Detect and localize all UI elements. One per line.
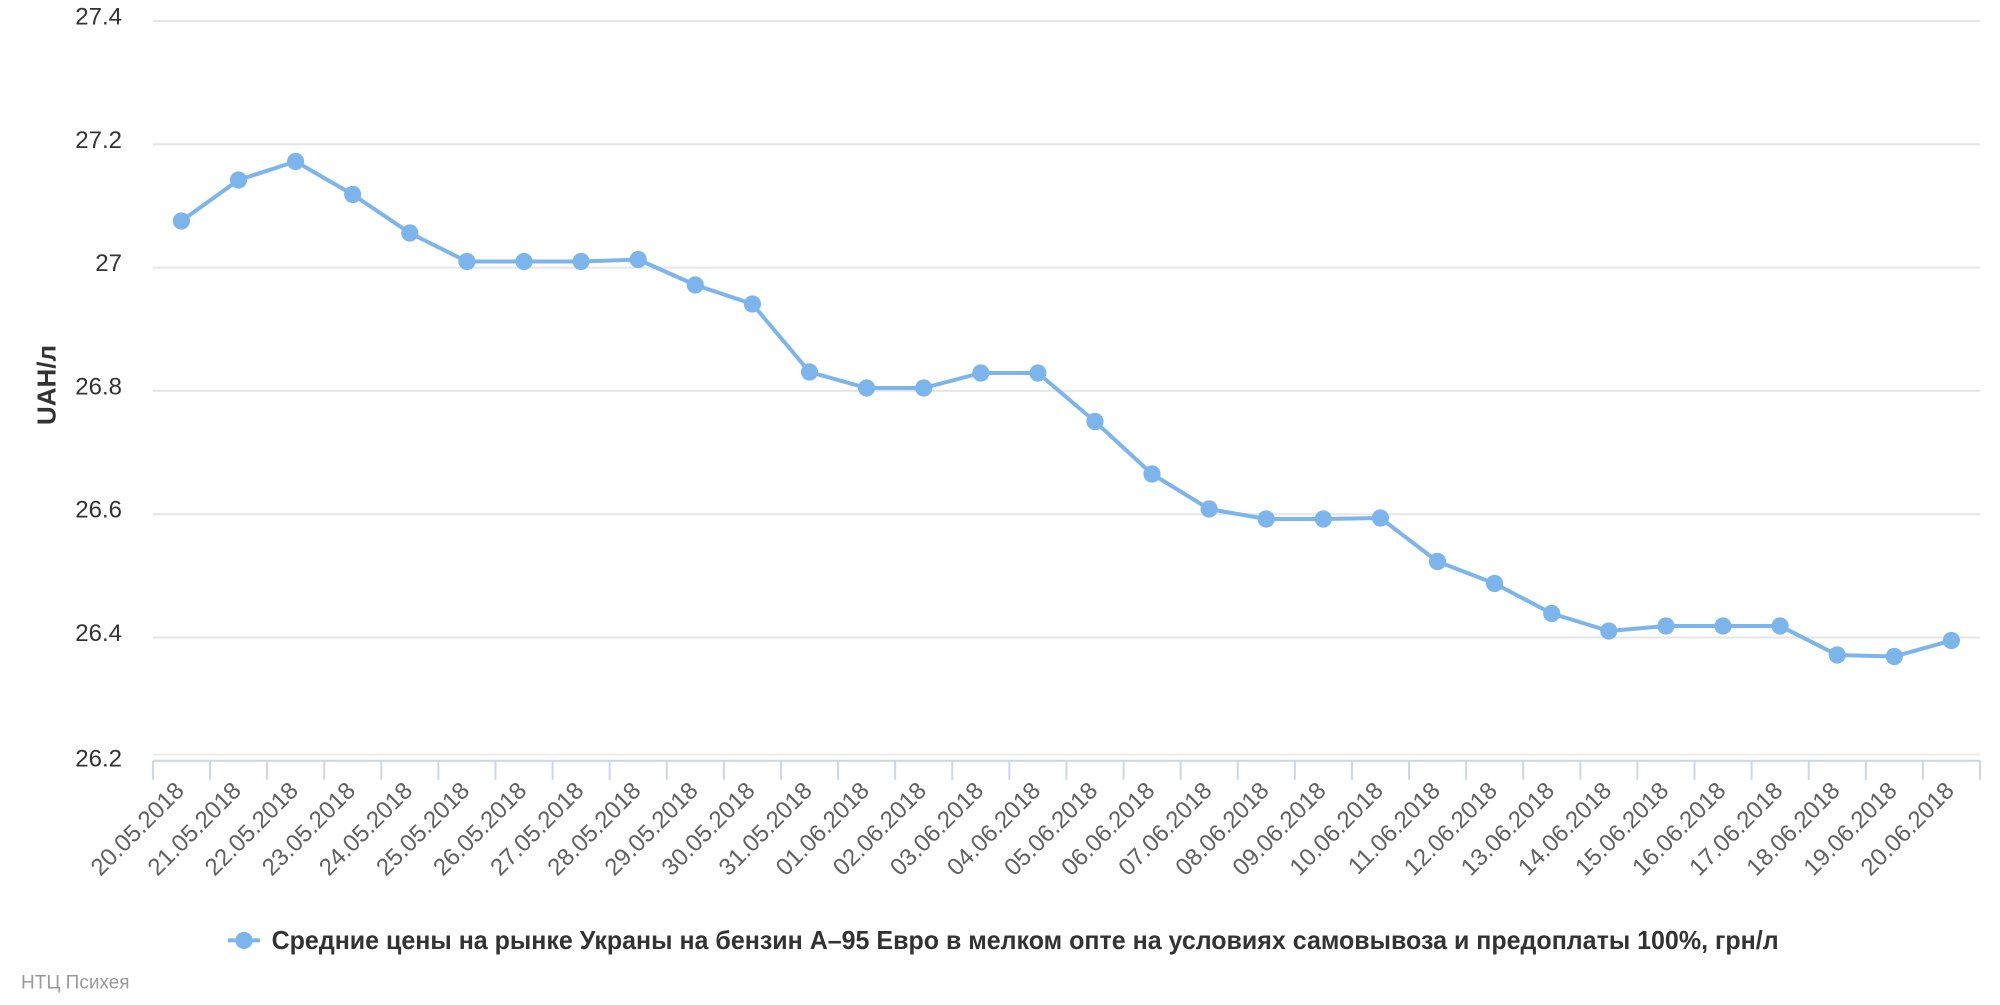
svg-text:26.6: 26.6 [75, 497, 122, 524]
svg-text:27.2: 27.2 [75, 127, 122, 154]
svg-text:26.2: 26.2 [75, 746, 122, 773]
svg-text:НТЦ Психея: НТЦ Психея [21, 973, 130, 994]
svg-text:26.4: 26.4 [75, 620, 122, 647]
svg-text:Средние цены на рынке Украны н: Средние цены на рынке Украны на бензин А… [272, 925, 1779, 955]
svg-text:UAH/л: UAH/л [32, 345, 62, 425]
svg-text:27: 27 [95, 250, 122, 277]
svg-text:27.4: 27.4 [75, 4, 122, 31]
svg-text:26.8: 26.8 [75, 373, 122, 400]
